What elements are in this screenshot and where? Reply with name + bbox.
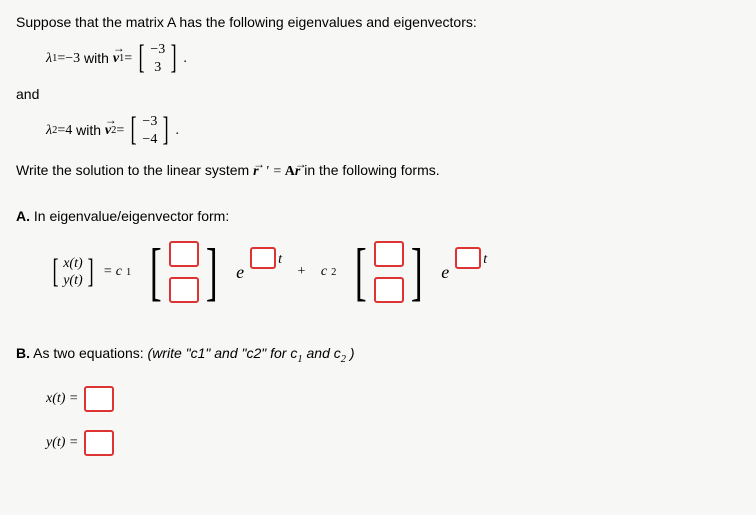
bracket-left: [: [139, 44, 145, 73]
exp1-holder: t: [250, 259, 282, 285]
vec2-entry2-input[interactable]: [374, 277, 404, 303]
intro-text: Suppose that the matrix A has the follow…: [16, 12, 740, 33]
val2: 4: [65, 120, 72, 141]
part-a-label: A.: [16, 208, 30, 224]
x-lhs: x(t) =: [46, 391, 78, 407]
part-b-text-pre: As two equations:: [30, 345, 148, 361]
plus: +: [294, 264, 309, 280]
eq2: =: [57, 120, 65, 141]
y-equation: y(t) =: [46, 430, 740, 456]
c1-sub: 1: [126, 267, 131, 278]
exp1-input[interactable]: [250, 247, 276, 269]
t1: t: [278, 252, 282, 268]
bracket-left: [: [53, 258, 59, 287]
hint-a: (write "c1" and "c2" for c: [148, 345, 298, 361]
y-lhs: y(t) =: [46, 435, 78, 451]
y-input[interactable]: [84, 430, 114, 456]
vec2-entry1-input[interactable]: [374, 241, 404, 267]
x-input[interactable]: [84, 386, 114, 412]
c1: c: [116, 264, 122, 280]
lhs-r1: x(t): [63, 255, 82, 273]
intro-line1: Suppose that the matrix A has the follow…: [16, 14, 477, 30]
v2-r1: −3: [141, 113, 158, 131]
exp2-input[interactable]: [455, 247, 481, 269]
v1-matrix: [ −3 3 ]: [136, 41, 179, 76]
and-text: and: [16, 84, 740, 105]
period1: .: [183, 48, 187, 69]
v2: v: [105, 120, 111, 141]
eigenpair-2: λ2 = 4 with v2 = [ −3 −4 ] .: [16, 113, 740, 148]
bracket-left: [: [131, 116, 137, 145]
bracket-right: ]: [171, 44, 177, 73]
part-b-label: B.: [16, 345, 30, 361]
A-bold: A: [285, 164, 295, 179]
vec2-input-matrix: [ ]: [350, 241, 427, 303]
eq1b: =: [124, 48, 132, 69]
part-b-hint: (write "c1" and "c2" for c1 and c2 ): [148, 345, 355, 361]
prompt-pre: Write the solution to the linear system: [16, 162, 253, 178]
hint-c: ): [346, 345, 355, 361]
r-vec: r: [253, 164, 258, 179]
part-a-text: In eigenvalue/eigenvector form:: [30, 208, 229, 224]
eigenpair-1: λ1 = −3 with v1 = [ −3 3 ] .: [16, 41, 740, 76]
prompt-line: Write the solution to the linear system …: [16, 160, 740, 182]
exp2-holder: t: [455, 259, 487, 285]
bracket-left: [: [150, 245, 162, 300]
c2-sub: 2: [331, 267, 336, 278]
eq2b: =: [116, 120, 124, 141]
bracket-right: ]: [87, 258, 93, 287]
with1: with: [80, 48, 113, 69]
bracket-left: [: [355, 245, 367, 300]
period2: .: [175, 120, 179, 141]
bracket-right: ]: [205, 245, 217, 300]
eq1: =: [57, 48, 65, 69]
vec1-entry2-input[interactable]: [169, 277, 199, 303]
val1: −3: [65, 48, 80, 69]
v2-matrix: [ −3 −4 ]: [128, 113, 171, 148]
part-a-equation: [ x(t) y(t) ] = c1 [ ] e t + c2 [ ]: [16, 241, 740, 303]
lhs-r2: y(t): [63, 272, 82, 290]
bracket-right: ]: [163, 116, 169, 145]
e1: e: [236, 262, 244, 283]
with2: with: [72, 120, 105, 141]
r-prime: ′: [266, 164, 269, 179]
vec1-entry1-input[interactable]: [169, 241, 199, 267]
part-b-header: B. As two equations: (write "c1" and "c2…: [16, 343, 740, 368]
v1-r2: 3: [149, 59, 166, 77]
eqA: =: [104, 264, 112, 280]
r-vec2: r: [295, 164, 300, 179]
part-a-header: A. In eigenvalue/eigenvector form:: [16, 206, 740, 227]
hint-b: and c: [303, 345, 341, 361]
v1-r1: −3: [149, 41, 166, 59]
c2: c: [321, 264, 327, 280]
t2: t: [483, 252, 487, 268]
v2-r2: −4: [141, 131, 158, 149]
x-equation: x(t) =: [46, 386, 740, 412]
v1: v: [113, 48, 119, 69]
vec1-input-matrix: [ ]: [145, 241, 222, 303]
bracket-right: ]: [411, 245, 423, 300]
e2: e: [441, 262, 449, 283]
prompt-eq: =: [273, 164, 284, 179]
lhs-matrix: [ x(t) y(t) ]: [50, 255, 96, 290]
prompt-post: in the following forms.: [304, 162, 439, 178]
